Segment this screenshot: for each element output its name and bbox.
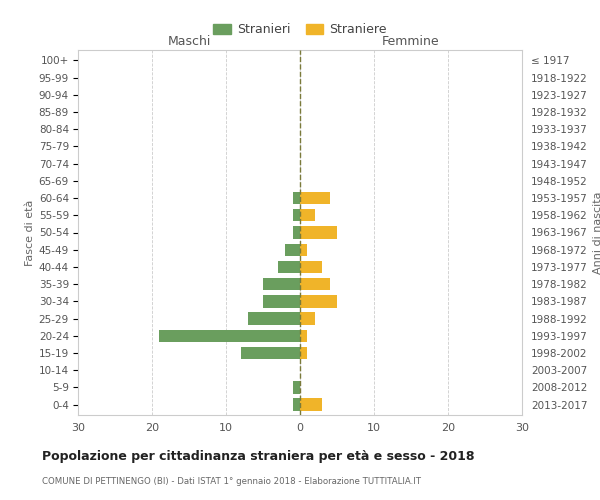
Bar [300, 192, 329, 204]
Bar [160, 330, 300, 342]
Bar [300, 226, 337, 238]
Bar [293, 226, 300, 238]
Bar [293, 192, 300, 204]
Text: Popolazione per cittadinanza straniera per età e sesso - 2018: Popolazione per cittadinanza straniera p… [42, 450, 475, 463]
Bar [293, 209, 300, 222]
Text: COMUNE DI PETTINENGO (BI) - Dati ISTAT 1° gennaio 2018 - Elaborazione TUTTITALIA: COMUNE DI PETTINENGO (BI) - Dati ISTAT 1… [42, 478, 421, 486]
Bar [248, 312, 300, 325]
Bar [300, 295, 337, 308]
Y-axis label: Fasce di età: Fasce di età [25, 200, 35, 266]
Bar [263, 278, 300, 290]
Text: Maschi: Maschi [167, 36, 211, 49]
Bar [263, 295, 300, 308]
Bar [241, 347, 300, 359]
Bar [300, 244, 307, 256]
Bar [293, 398, 300, 411]
Y-axis label: Anni di nascita: Anni di nascita [593, 191, 600, 274]
Legend: Stranieri, Straniere: Stranieri, Straniere [209, 20, 391, 40]
Bar [293, 382, 300, 394]
Bar [300, 312, 315, 325]
Bar [285, 244, 300, 256]
Bar [300, 278, 329, 290]
Bar [300, 260, 322, 273]
Bar [300, 347, 307, 359]
Bar [300, 209, 315, 222]
Bar [278, 260, 300, 273]
Text: Femmine: Femmine [382, 36, 440, 49]
Bar [300, 330, 307, 342]
Bar [300, 398, 322, 411]
